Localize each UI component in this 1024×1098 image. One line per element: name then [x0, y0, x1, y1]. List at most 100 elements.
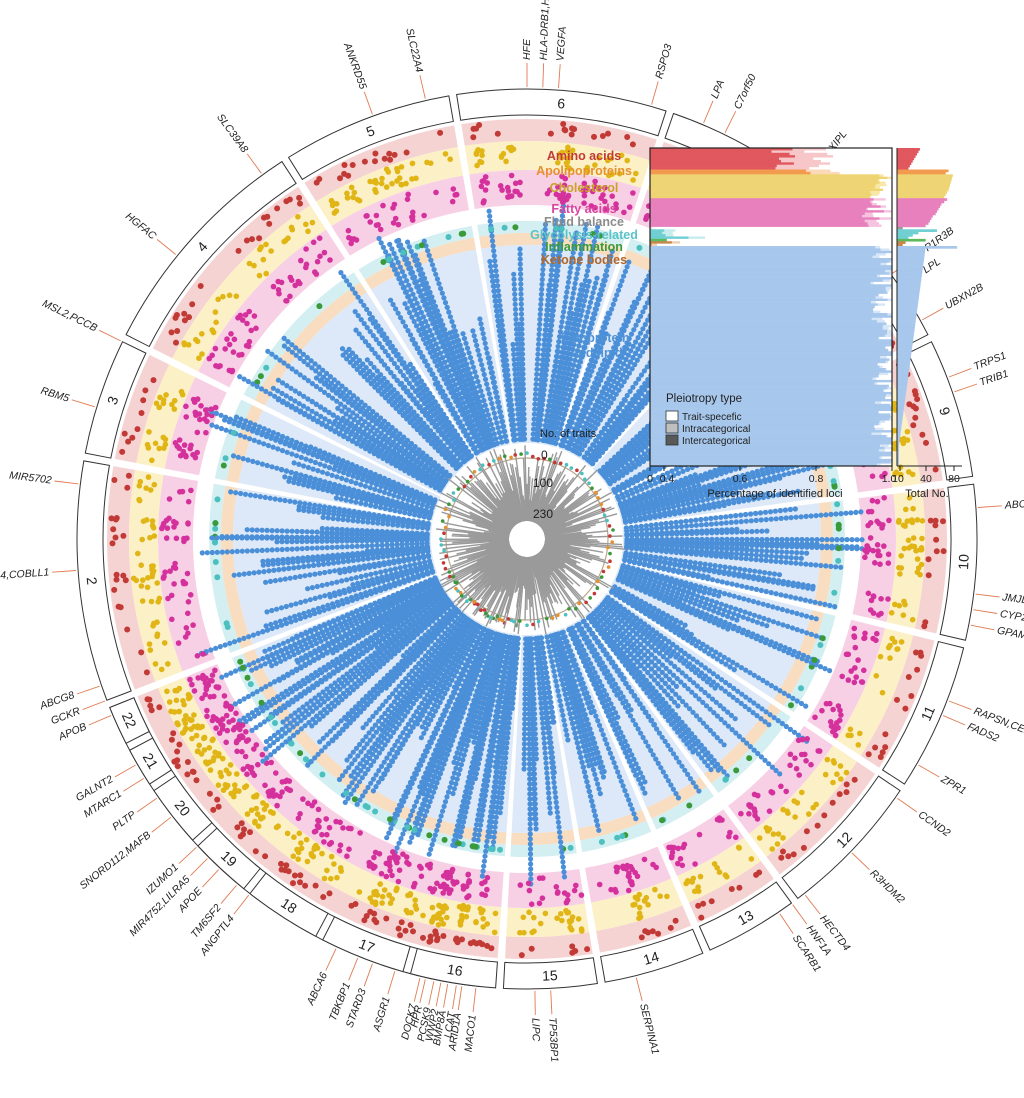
lipoprotein-point [255, 460, 261, 466]
lipoprotein-point [261, 441, 267, 447]
lipoprotein-point [315, 554, 321, 560]
lipoprotein-point [238, 416, 244, 422]
fatty-acid-point [235, 721, 242, 728]
lipoprotein-point [270, 444, 276, 450]
fatty-acid-point [298, 257, 304, 264]
amino-acid-point [249, 236, 255, 243]
band-glycolysis-ring-chr2 [208, 483, 242, 653]
lipoprotein-point [275, 377, 281, 383]
fatty-acid-point [231, 336, 238, 343]
lipoprotein-point [288, 619, 294, 625]
lipoprotein-point [404, 486, 410, 492]
cholesterol-point [226, 292, 233, 299]
cholesterol-point [166, 699, 173, 705]
lipoprotein-point [332, 428, 339, 434]
lipoprotein-point [348, 791, 354, 797]
lipoprotein-point [362, 771, 368, 777]
lipoprotein-point [354, 543, 360, 549]
lipoprotein-point [433, 484, 439, 490]
amino-acid-point [140, 397, 147, 404]
amino-acid-point [124, 484, 131, 491]
lipoprotein-point [354, 527, 360, 533]
cholesterol-point [356, 889, 363, 895]
fatty-acid-point [172, 565, 179, 571]
cholesterol-point [139, 536, 145, 543]
lipoprotein-point [259, 535, 265, 541]
lipoprotein-point [303, 473, 309, 480]
lipoprotein-point [264, 609, 270, 615]
lipoprotein-point [280, 640, 286, 646]
fatty-acid-point [427, 865, 433, 871]
lipoprotein-point [330, 560, 337, 566]
lipoprotein-point [241, 635, 247, 642]
lipoprotein-point [409, 530, 415, 536]
lipoprotein-point [294, 546, 300, 552]
fatty-acid-point [323, 816, 330, 822]
band-apolipoproteins-ring-chr4 [254, 282, 367, 406]
lipoprotein-point [322, 593, 328, 599]
lipoprotein-point [266, 428, 272, 434]
lipoprotein-point [327, 591, 333, 597]
lipoprotein-point [344, 492, 350, 498]
amino-acid-point [206, 790, 213, 797]
glycolysis-inflammation-point [230, 429, 237, 436]
lipoprotein-point [348, 498, 354, 504]
lipoprotein-point [252, 422, 258, 428]
lipoprotein-point [359, 594, 365, 600]
amino-acid-point [134, 426, 141, 433]
lipoprotein-point [378, 500, 384, 506]
lipoprotein-point [243, 418, 249, 424]
lipoprotein-point [415, 574, 422, 580]
glycolysis-inflammation-point [372, 808, 379, 815]
amino-acid-point [264, 213, 271, 220]
lipoprotein-point [348, 576, 354, 582]
cholesterol-point [140, 577, 146, 583]
lipoprotein-point [322, 463, 328, 469]
band-fluid-balance-ring-chr4 [229, 258, 354, 395]
lipoprotein-point [335, 490, 341, 496]
fatty-acid-point [324, 831, 330, 838]
cholesterol-point [309, 219, 316, 226]
lipoprotein-point [337, 570, 343, 576]
fatty-acid-point [190, 622, 196, 628]
lipoprotein-point [324, 581, 330, 587]
glycolysis-inflammation-point [441, 836, 448, 843]
lipoprotein-point [354, 596, 360, 602]
cholesterol-point [253, 792, 260, 798]
lipoprotein-point [413, 490, 419, 496]
lipoprotein-point [424, 503, 430, 509]
lipoprotein-point [231, 639, 238, 645]
band-glycolysis-ring-chr4 [243, 272, 361, 401]
fatty-acid-point [209, 672, 216, 678]
band-fluid-balance-ring-chr11 [793, 615, 852, 721]
lipoprotein-point [281, 343, 287, 349]
lipoprotein-point [284, 528, 290, 534]
lipoprotein-point [360, 490, 366, 496]
amino-acid-point [266, 220, 273, 227]
fatty-acid-point [166, 515, 172, 522]
lipoprotein-point [351, 585, 357, 591]
lipoprotein-point [235, 454, 241, 460]
lipoprotein-point [427, 711, 433, 717]
lipoprotein-point [260, 562, 266, 568]
amino-acid-point [297, 872, 304, 879]
amino-acid-point [197, 283, 204, 289]
lipoprotein-point [218, 425, 224, 432]
lipoprotein-point [309, 529, 315, 535]
lipoprotein-point [214, 424, 220, 430]
amino-acid-point [262, 853, 269, 860]
glycolysis-inflammation-point [237, 658, 244, 665]
cholesterol-point [138, 583, 145, 589]
lipoprotein-point [272, 578, 278, 584]
lipoprotein-point [336, 589, 342, 595]
lipoprotein-point [456, 771, 462, 777]
lipoprotein-point [404, 541, 410, 547]
lipoprotein-point [282, 497, 288, 504]
lipoprotein-point [307, 597, 313, 603]
cholesterol-point [296, 830, 303, 837]
lipoprotein-point [267, 578, 274, 585]
lipoprotein-point [265, 558, 271, 565]
lipoprotein-point [247, 492, 254, 498]
lipoprotein-point [312, 595, 318, 602]
